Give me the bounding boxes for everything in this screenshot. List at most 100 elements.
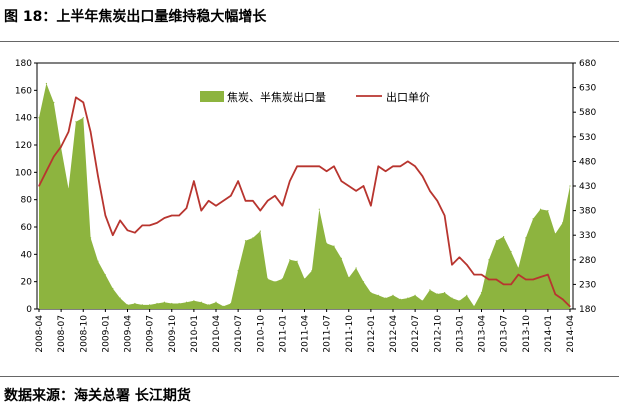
export-price-point [311,165,313,167]
export-volume-point [473,305,475,307]
export-volume-point [480,292,483,294]
x-axis-tick-label: 2010-07 [234,315,244,353]
export-price-point [318,165,320,167]
export-price-point [45,170,48,172]
export-price-point [178,214,180,217]
export-volume-point [149,304,151,306]
figure-title: 图 18：上半年焦炭出口量维持稳大幅增长 [4,9,267,25]
export-volume-point [185,301,188,303]
export-price-point [267,200,269,202]
export-volume-point [399,298,401,300]
export-volume-point [215,301,217,303]
export-volume-point [259,230,261,232]
left-axis-tick-label: 60 [21,223,33,233]
left-axis-tick-label: 40 [21,250,33,260]
export-price-point [208,200,210,202]
export-price-point [569,305,571,308]
export-volume-point [326,242,328,244]
export-volume-point [267,278,269,280]
export-price-point [134,232,136,234]
export-volume-point [134,302,136,305]
export-price-point [67,131,70,133]
export-volume-point [436,293,438,295]
export-volume-point [67,188,70,190]
export-price-point [503,283,505,285]
export-price-point [237,180,239,182]
export-volume-point [525,237,527,239]
right-axis-tick-label: 280 [579,256,596,266]
export-price-point [281,205,283,207]
export-volume-point [495,240,497,242]
axis-ticks: 0 20 40 60 80 100 120 140 160 180 180 230 280 330 380 4… [15,59,597,353]
export-volume-area-layer [38,82,571,309]
export-volume-point [244,240,247,242]
export-volume-point [377,294,379,296]
left-axis-tick-label: 180 [15,59,32,69]
x-axis-tick-label: 2012-10 [433,315,443,353]
export-price-point [340,180,342,182]
export-volume-point [407,297,409,299]
export-price-point [163,217,165,219]
export-volume-point [532,218,534,220]
left-axis-tick-label: 140 [15,114,32,124]
export-price-point [156,222,158,224]
right-axis-tick-label: 480 [579,157,596,167]
export-price-point [473,274,475,276]
data-source-note: 数据来源：海关总署 长江期货 [4,388,191,404]
left-axis-tick-label: 80 [21,196,33,206]
export-volume-point [90,237,92,239]
export-price-point [296,165,298,167]
top-divider [0,41,619,42]
x-axis-tick-label: 2012-07 [411,315,421,353]
x-axis-tick-label: 2013-10 [522,315,532,353]
x-axis-tick-label: 2009-01 [101,315,111,353]
export-price-point [82,101,84,103]
export-volume-point [539,208,542,210]
export-price-point [97,175,99,177]
x-axis-tick-label: 2008-04 [35,315,45,353]
export-volume-point [333,245,335,247]
export-volume-point [488,259,490,261]
right-axis-tick-label: 580 [579,108,596,118]
right-axis-tick-label: 180 [579,305,596,315]
export-price-point [392,165,394,167]
right-axis-tick-label: 430 [579,182,596,192]
export-volume-point [421,300,424,302]
export-volume-point [370,292,372,294]
export-volume-point [547,210,549,212]
export-volume-point [126,304,129,306]
export-volume-point [230,302,232,305]
export-volume-point [75,121,77,123]
export-price-point [326,170,328,172]
export-volume-point [451,297,453,299]
export-price-point [517,274,520,276]
export-price-point [333,165,335,167]
export-volume-point [569,185,571,187]
export-price-point [303,165,306,167]
export-price-point [532,278,534,281]
export-volume-point [385,297,387,299]
export-volume-point [222,305,224,307]
legend-swatch-export-volume [200,91,224,102]
export-price-point [480,274,483,276]
x-axis-tick-label: 2013-01 [455,315,465,353]
export-volume-point [303,278,306,280]
right-axis-tick-label: 230 [579,280,596,290]
export-volume-point [252,237,254,239]
export-price-point [230,195,232,197]
export-price-point [222,200,224,202]
export-volume-point [237,270,239,272]
x-axis-tick-label: 2009-04 [124,315,134,353]
right-axis-tick-label: 680 [579,59,596,69]
right-axis-tick-label: 380 [579,207,596,217]
export-volume-point [444,292,446,294]
x-axis-tick-label: 2011-10 [345,315,355,353]
x-axis-tick-label: 2014-01 [544,315,554,353]
export-volume-point [200,301,202,303]
export-volume-point [311,270,313,272]
export-volume-point [281,278,283,280]
export-price-point [458,256,460,258]
export-volume-point [104,274,106,276]
export-volume-point [163,301,165,303]
export-price-point [200,210,202,212]
